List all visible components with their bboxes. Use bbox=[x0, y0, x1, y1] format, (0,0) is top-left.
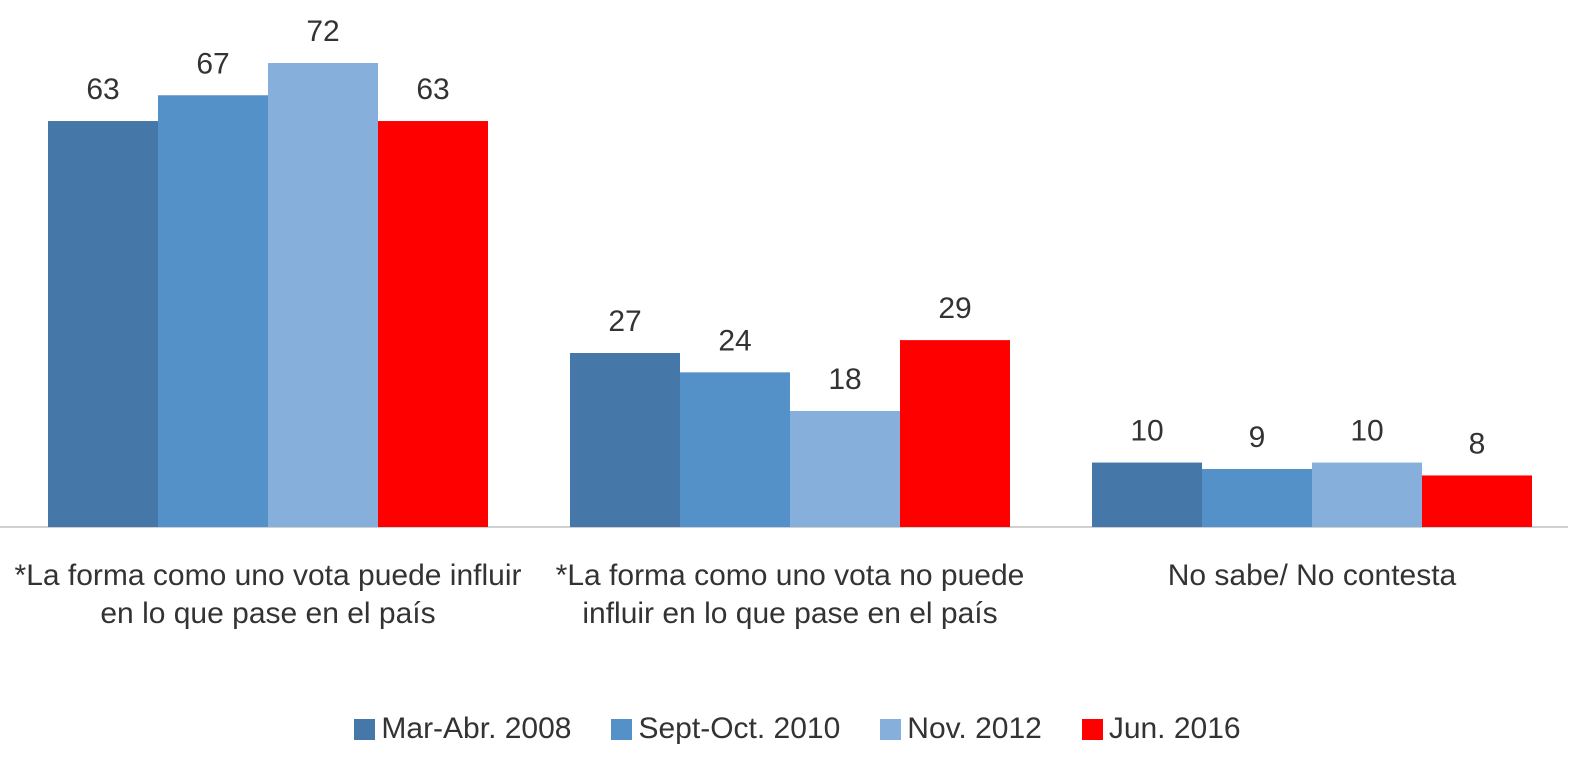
bar bbox=[1422, 475, 1532, 527]
x-tick-label: *La forma como uno vota puede influir en… bbox=[14, 559, 522, 630]
data-label: 63 bbox=[416, 73, 449, 106]
data-label: 72 bbox=[306, 15, 339, 48]
legend-item: Jun. 2016 bbox=[1081, 712, 1241, 746]
legend-item: Sept-Oct. 2010 bbox=[611, 712, 840, 746]
bar bbox=[158, 95, 268, 527]
data-label: 10 bbox=[1130, 415, 1163, 448]
data-label: 24 bbox=[718, 324, 751, 357]
bar bbox=[900, 340, 1010, 527]
legend-label: Jun. 2016 bbox=[1108, 712, 1241, 745]
legend-item: Nov. 2012 bbox=[880, 712, 1042, 746]
bar bbox=[1092, 462, 1202, 527]
bar bbox=[680, 372, 790, 527]
legend-label: Sept-Oct. 2010 bbox=[638, 712, 841, 745]
legend-label: Mar-Abr. 2008 bbox=[381, 712, 572, 745]
data-label: 63 bbox=[86, 73, 119, 106]
data-label: 9 bbox=[1249, 421, 1266, 454]
legend: Mar-Abr. 2008 Sept-Oct. 2010 Nov. 2012 Jun.… bbox=[0, 712, 1595, 746]
legend-swatch bbox=[1081, 718, 1103, 740]
bar bbox=[1312, 462, 1422, 527]
data-label: 8 bbox=[1469, 427, 1486, 460]
legend-label: Nov. 2012 bbox=[907, 712, 1042, 745]
data-label: 67 bbox=[196, 47, 229, 80]
data-label: 10 bbox=[1350, 415, 1383, 448]
bar bbox=[570, 353, 680, 527]
data-label: 27 bbox=[608, 305, 641, 338]
legend-swatch bbox=[354, 718, 376, 740]
bar bbox=[790, 411, 900, 527]
legend-swatch bbox=[880, 718, 902, 740]
bar bbox=[1202, 469, 1312, 527]
data-label: 29 bbox=[938, 292, 971, 325]
legend-item: Mar-Abr. 2008 bbox=[354, 712, 571, 746]
data-label: 18 bbox=[828, 363, 861, 396]
bar bbox=[378, 121, 488, 527]
x-tick-label: *La forma como uno vota no puede influir… bbox=[555, 559, 1025, 630]
x-tick-label: No sabe/ No contesta bbox=[1167, 559, 1457, 592]
legend-swatch bbox=[611, 718, 633, 740]
bar bbox=[48, 121, 158, 527]
bar bbox=[268, 63, 378, 527]
